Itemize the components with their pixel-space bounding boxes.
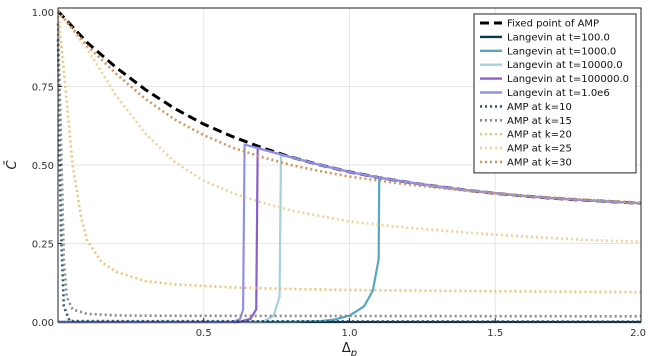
legend-label-10: AMP at k=30: [507, 158, 572, 169]
x-tick-label-3: 2.0: [630, 328, 646, 339]
x-axis-label: Δp: [342, 341, 357, 356]
y-tick-label-2: 0.50: [32, 161, 54, 172]
x-tick-label-1: 1.0: [342, 328, 358, 339]
y-tick-label-1: 0.25: [32, 240, 54, 251]
y-tick-label-0: 0.00: [32, 318, 54, 329]
series-line-7: [56, 23, 642, 318]
legend-label-0: Fixed point of AMP: [507, 19, 599, 30]
ticks: 0.5 1.0 1.5 2.0 0.00 0.25 0.50 0.75 1.00: [32, 7, 646, 339]
legend-label-2: Langevin at t=1000.0: [507, 46, 616, 57]
x-tick-label-2: 1.5: [487, 328, 503, 339]
x-axis-label-main: Δ: [342, 341, 351, 356]
y-axis-label: C̄: [5, 160, 20, 170]
legend-label-6: AMP at k=10: [507, 102, 572, 113]
y-tick-label-4: 1.00: [32, 8, 54, 19]
legend-label-7: AMP at k=15: [507, 116, 572, 127]
legend-label-4: Langevin at t=100000.0: [507, 74, 629, 85]
legend-label-8: AMP at k=20: [507, 130, 572, 141]
legend-label-1: Langevin at t=100.0: [507, 32, 610, 43]
legend-label-5: Langevin at t=1.0e6: [507, 88, 610, 99]
y-tick-label-3: 0.75: [32, 83, 54, 94]
legend-label-3: Langevin at t=10000.0: [507, 60, 623, 71]
series-line-8: [56, 11, 642, 294]
series-line-10: [57, 10, 642, 204]
legend-label-9: AMP at k=25: [507, 144, 572, 155]
x-tick-label-0: 0.5: [196, 328, 212, 339]
x-axis-label-subscript: p: [350, 348, 357, 356]
legend: Fixed point of AMP Langevin at t=100.0 Lan…: [473, 13, 637, 174]
